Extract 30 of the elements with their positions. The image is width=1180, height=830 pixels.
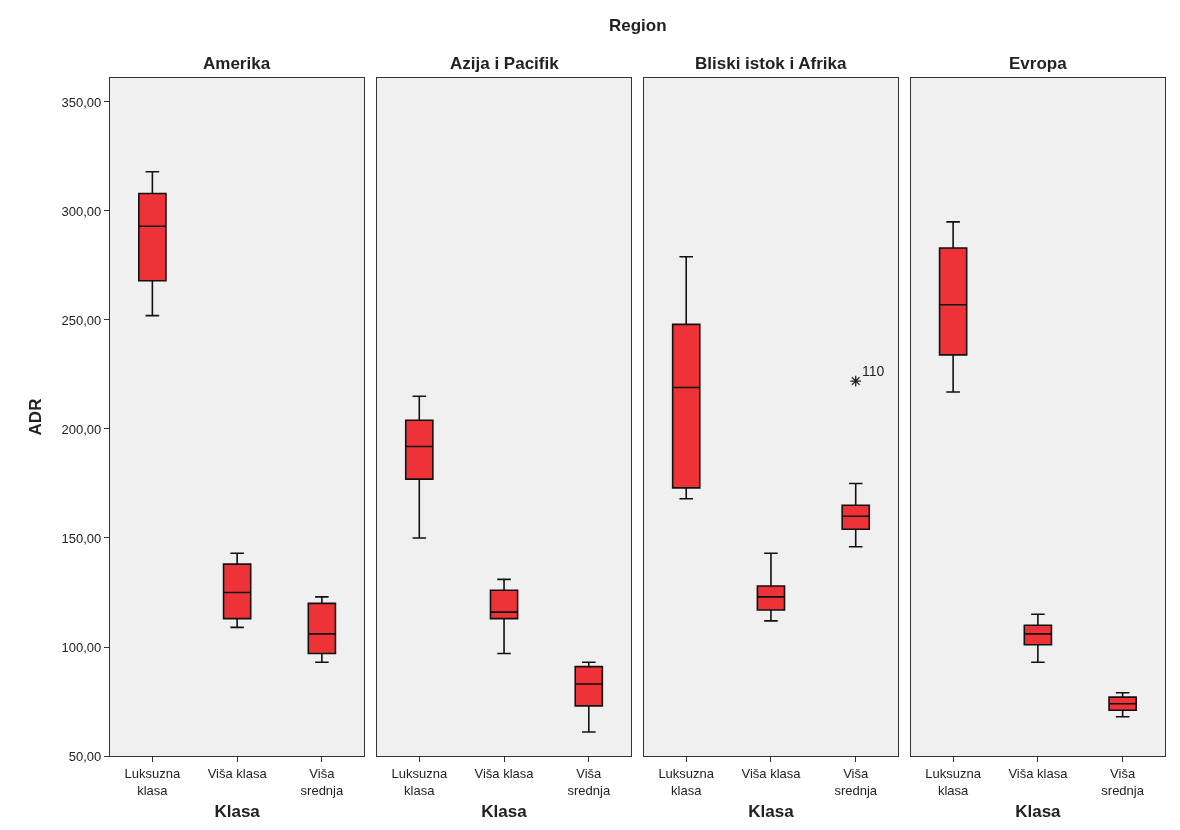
- x-axis-title: Klasa: [214, 802, 261, 821]
- chart-title: Bliski istok i Afrika: [695, 54, 848, 73]
- chart-title: Azija i Pacifik: [450, 54, 560, 73]
- y-axis-title: ADR: [26, 398, 46, 436]
- y-tick-label: 100,00: [61, 639, 102, 655]
- y-tick-label: 200,00: [61, 421, 102, 437]
- x-tick-label: Viša klasa: [1008, 765, 1069, 781]
- y-tick-label: 150,00: [61, 530, 102, 546]
- x-axis-title: Klasa: [481, 802, 528, 821]
- text: Region: [609, 16, 667, 35]
- x-tick-label: Luksuzna klasa: [925, 765, 982, 798]
- x-tick-label: Luksuzna klasa: [391, 765, 448, 798]
- y-tick-label: 250,00: [61, 312, 102, 328]
- x-tick-label: Viša srednja: [834, 765, 878, 798]
- y-tick-label: 50,00: [68, 748, 102, 764]
- annotation: 110: [862, 363, 885, 379]
- x-axis-title: Klasa: [748, 802, 795, 821]
- y-tick-label: 350,00: [61, 94, 102, 110]
- x-tick-label: Luksuzna klasa: [124, 765, 181, 798]
- x-tick-label: Viša klasa: [207, 765, 268, 781]
- x-tick-label: Luksuzna klasa: [658, 765, 715, 798]
- x-tick-label: Viša klasa: [741, 765, 802, 781]
- x-tick-label: Viša srednja: [1101, 765, 1145, 798]
- y-tick-label: 300,00: [61, 203, 102, 219]
- chart-title: Evropa: [1009, 54, 1068, 73]
- x-tick-label: Viša klasa: [474, 765, 535, 781]
- x-tick-label: Viša srednja: [567, 765, 611, 798]
- chart-title: Amerika: [203, 54, 271, 73]
- x-tick-label: Viša srednja: [300, 765, 344, 798]
- x-axis-title: Klasa: [1015, 802, 1062, 821]
